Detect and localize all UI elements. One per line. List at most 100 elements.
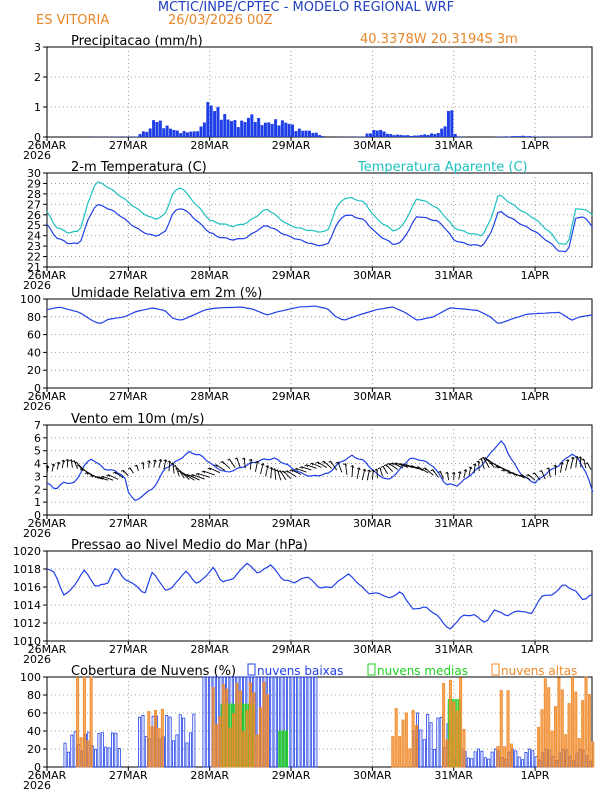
- y-tick-label: 7: [34, 419, 41, 432]
- y-tick-label: 1014: [13, 599, 41, 612]
- cloud-bar-low: [165, 715, 169, 768]
- cloud-bar-high: [232, 713, 236, 768]
- y-tick-label: 0: [34, 382, 41, 395]
- wind-arrow-head: [220, 460, 224, 464]
- y-tick-label: 27: [27, 198, 41, 211]
- cloud-legend-swatch: [247, 663, 256, 676]
- precip-bar: [155, 122, 159, 137]
- wind-arrow-head: [275, 469, 279, 473]
- wind-arrow-head: [481, 456, 485, 460]
- precip-bar: [267, 122, 271, 137]
- wind-arrow: [192, 474, 205, 480]
- cloud-bar-low: [70, 734, 74, 768]
- wind-arrow-head: [532, 472, 537, 476]
- wind-arrow-head: [507, 471, 511, 475]
- cloud-bar-low: [66, 751, 70, 768]
- run-date-label: 26/03/2026 00Z: [168, 13, 273, 28]
- x-tick-label: 28MAR: [190, 643, 229, 656]
- wind-arrow-head: [65, 458, 70, 462]
- wind-arrow-head: [95, 476, 99, 479]
- humidity-line: [46, 305, 593, 324]
- cloud-bar-low: [466, 757, 470, 768]
- y-tick-label: 0: [34, 761, 41, 774]
- wind-arrow-head: [463, 469, 468, 472]
- cloud-bar-low: [188, 732, 192, 768]
- x-tick-label: 26MAR: [28, 390, 67, 403]
- panel-title: 2-m Temperatura (C): [71, 160, 207, 175]
- cloud-bar-high: [255, 734, 259, 768]
- wind-arrow-head: [284, 470, 289, 474]
- wind-arrow-head: [393, 462, 398, 466]
- cloud-bar-low: [432, 748, 436, 768]
- y-tick-label: 20: [27, 364, 41, 377]
- wind-arrow-head: [559, 461, 564, 465]
- y-tick-label: 80: [27, 689, 41, 702]
- precip-bar: [402, 135, 406, 137]
- wind-arrow-head: [571, 456, 575, 460]
- cloud-bar-high: [157, 728, 161, 768]
- cloud-bar-high: [408, 748, 412, 768]
- cloud-bar-high: [455, 710, 459, 768]
- cloud-bar-high: [574, 691, 578, 768]
- cloud-bar-high: [221, 684, 225, 768]
- wind-arrow-head: [445, 471, 449, 475]
- cloud-bar-low: [480, 750, 484, 768]
- cloud-bar-low: [97, 733, 101, 768]
- wind-arrow: [61, 460, 65, 469]
- panel-title: Pressao ao Nivel Medio do Mar (hPa): [71, 538, 308, 553]
- cloud-bar-high: [509, 743, 513, 768]
- y-tick-label: 1: [34, 496, 41, 509]
- cloud-legend-swatch: [491, 663, 500, 676]
- wind-arrow-head: [581, 458, 586, 462]
- cloud-bar-low: [307, 676, 311, 768]
- x-tick-label: 30MAR: [353, 517, 392, 530]
- x-tick-label: 31MAR: [434, 269, 473, 282]
- precip-bar: [145, 131, 149, 137]
- cloud-bar-low: [514, 750, 518, 768]
- panel-frame: [46, 676, 593, 768]
- precip-bar: [382, 131, 386, 137]
- wind-arrow: [274, 468, 277, 480]
- wind-arrow-head: [265, 465, 270, 468]
- precip-bar: [165, 125, 169, 137]
- wind-arrow-head: [120, 469, 125, 473]
- cloud-bar-high: [248, 682, 252, 768]
- cloud-bar-low: [141, 714, 145, 768]
- wind-arrow-head: [153, 459, 157, 463]
- wind-arrow-head: [272, 468, 277, 472]
- precip-bar: [399, 134, 403, 137]
- x-year-label: 2026: [23, 527, 51, 540]
- wind-arrow-head: [451, 471, 456, 475]
- x-tick-label: 30MAR: [353, 139, 392, 152]
- wind-arrow: [317, 461, 327, 468]
- wind-arrow-head: [377, 467, 382, 471]
- x-tick-label: 28MAR: [190, 139, 229, 152]
- apparent-temperature-line: [46, 181, 594, 246]
- y-tick-label: 1012: [13, 617, 41, 630]
- cloud-bar-high: [496, 745, 500, 768]
- precip-bar: [274, 119, 278, 137]
- cloud-bar-low: [290, 676, 294, 768]
- wind-arrow: [361, 469, 366, 481]
- wind-arrow: [260, 463, 264, 475]
- x-year-label: 2026: [23, 779, 51, 792]
- precip-bar: [531, 136, 535, 137]
- x-tick-label: 29MAR: [272, 139, 311, 152]
- y-tick-label: 2: [34, 71, 41, 84]
- cloud-bar-high: [86, 740, 90, 768]
- precip-bar: [152, 120, 156, 137]
- precip-bar: [189, 131, 193, 137]
- x-tick-label: 31MAR: [434, 769, 473, 782]
- cloud-bar-low: [94, 748, 98, 768]
- cloud-bar-low: [436, 717, 440, 768]
- wind-arrow: [158, 459, 162, 469]
- wind-arrow-head: [386, 462, 391, 466]
- wind-arrow-head: [61, 459, 66, 463]
- cloud-bar-high: [459, 677, 463, 768]
- wind-arrow: [366, 470, 370, 481]
- precip-bar: [148, 128, 152, 137]
- precip-bar: [392, 135, 396, 137]
- precip-bar: [368, 133, 372, 137]
- wind-arrow: [270, 467, 273, 479]
- wind-arrow: [97, 476, 109, 481]
